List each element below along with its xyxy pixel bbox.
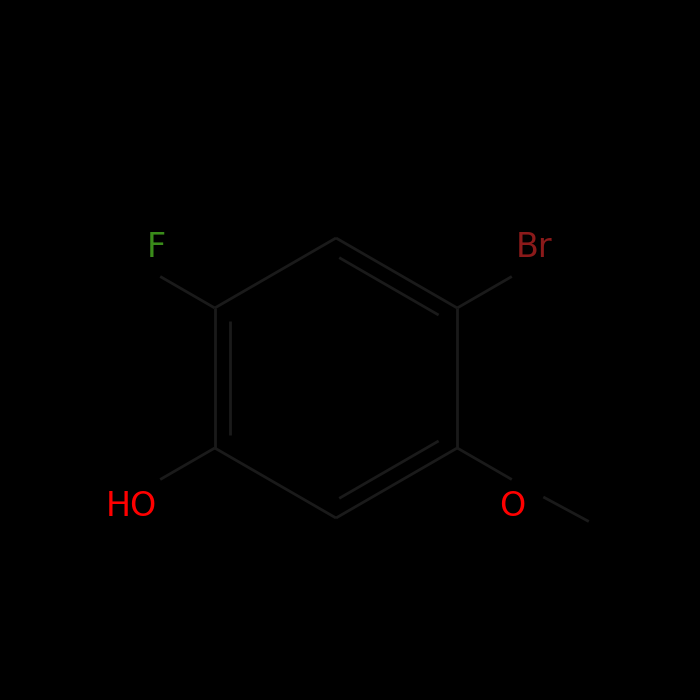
Text: HO: HO (106, 490, 157, 523)
Text: F: F (147, 231, 167, 264)
Text: Br: Br (515, 231, 552, 264)
Text: O: O (498, 490, 525, 523)
